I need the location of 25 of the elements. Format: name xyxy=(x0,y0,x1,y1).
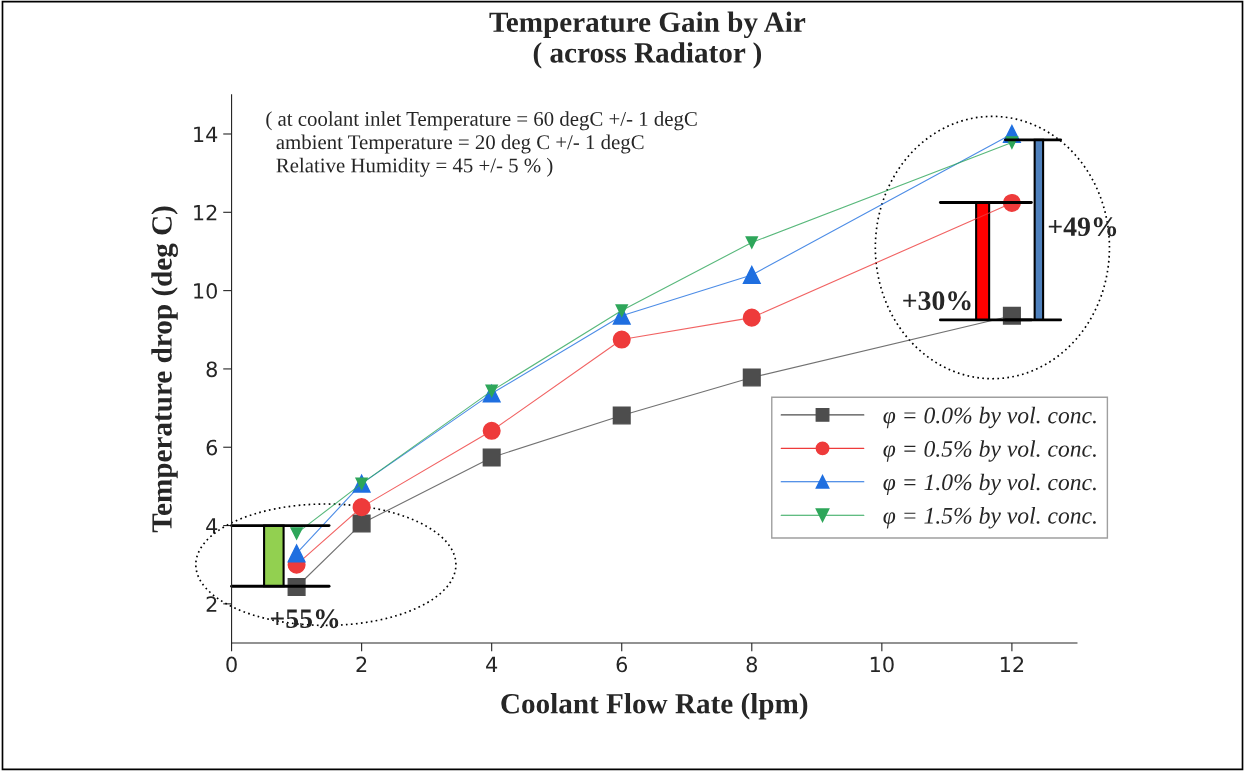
annotation: +49% xyxy=(1048,217,1117,237)
y-tick-label: 14 xyxy=(194,126,218,142)
legend-label: φ = 1.5% by vol. conc. xyxy=(883,507,1096,529)
y-tick-label: 12 xyxy=(194,204,217,221)
y-tick-label: 8 xyxy=(206,361,217,378)
chart-title: Temperature Gain by Air ( across Radiator ) xyxy=(489,11,806,69)
x-tick-label: 6 xyxy=(616,656,628,673)
y-tick-label: 6 xyxy=(206,439,218,456)
legend-label: φ = 0.5% by vol. conc. xyxy=(883,440,1096,462)
legend-label: φ = 0.0% by vol. conc. xyxy=(883,406,1096,429)
y-axis-title: Temperature drop (deg C) xyxy=(151,206,178,533)
legend-label: φ = 1.0% by vol. conc. xyxy=(883,473,1096,496)
x-tick-label: 8 xyxy=(746,656,757,673)
x-axis-title: Coolant Flow Rate (lpm) xyxy=(501,693,808,720)
x-tick-label: 12 xyxy=(1000,656,1024,673)
y-tick-label: 10 xyxy=(194,283,217,299)
annotation: +30% xyxy=(903,291,971,311)
x-tick-label: 10 xyxy=(870,656,894,673)
y-tick-label: 2 xyxy=(206,596,217,612)
annotation: +55% xyxy=(270,609,339,629)
x-tick-label: 4 xyxy=(486,656,498,673)
x-tick-label: 0 xyxy=(226,656,237,673)
x-tick-label: 2 xyxy=(356,656,367,673)
annotation: ( at coolant inlet Temperature = 60 degC +/- 1 degC ambient Temperature = 20 deg C +/- 1 degC Relative Humidity = 45 +/- 5 % ) xyxy=(266,111,697,177)
y-tick-label: 4 xyxy=(206,518,218,534)
